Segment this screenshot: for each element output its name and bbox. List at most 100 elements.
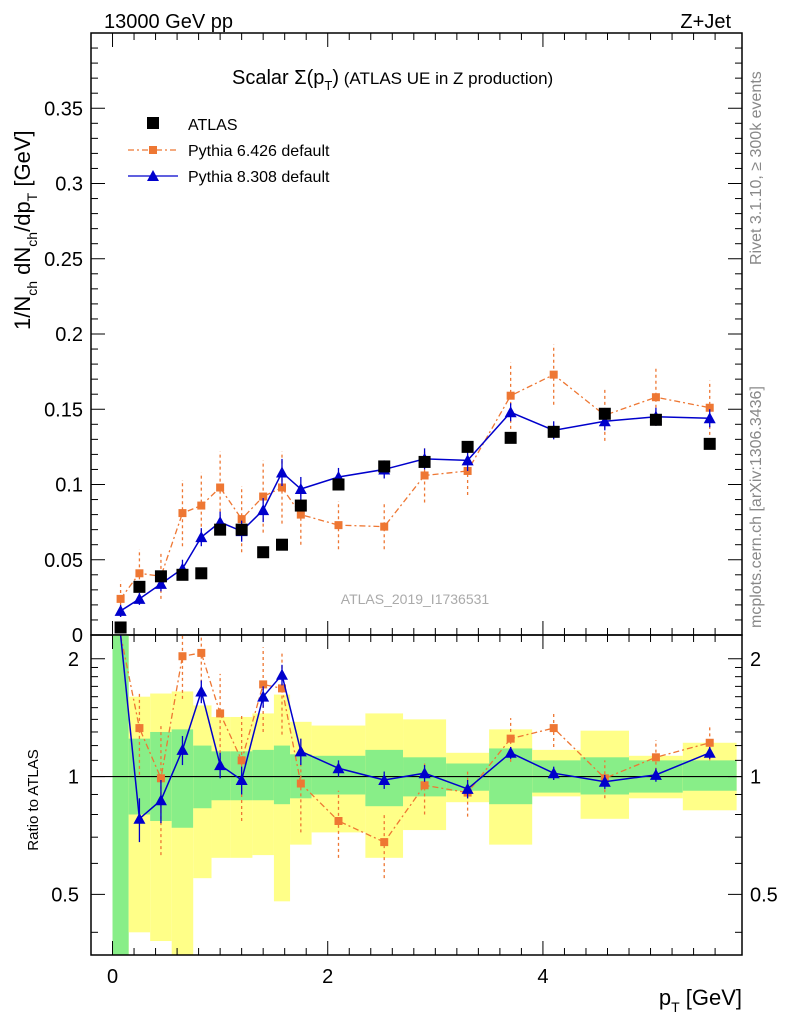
main-line-py8 [120,411,710,612]
ratio-point-py8 [257,690,270,702]
ratio-point-py8 [378,773,391,785]
ratio-band-inner [112,635,129,955]
ratio-ytick-label: 2 [68,649,79,671]
main-point-atlas [294,499,307,512]
main-ylabel: 1/Nch dNch/dpT [GeV] [10,130,40,330]
ratio-xtick-label: 4 [537,966,548,988]
ratio-band-inner [252,749,274,801]
ratio-ylabel: Ratio to ATLAS [25,749,42,850]
main-point-py8 [294,483,307,495]
main-point-atlas [378,460,391,473]
main-point-py6 [506,391,515,400]
main-point-atlas [703,437,716,450]
main-ytick-label: 0.15 [44,399,83,421]
ratio-xtick-label: 0 [107,966,118,988]
ratio-point-py8 [332,762,345,774]
ratio-point-py6 [705,738,714,747]
main-point-py6 [420,471,429,480]
main-point-py6 [549,370,558,379]
main-point-py6 [705,403,714,412]
main-point-py6 [197,501,206,510]
main-point-py8 [114,604,127,616]
ratio-point-py8 [195,685,208,697]
main-ytick-label: 0.2 [55,324,83,346]
ratio-point-py6 [380,838,389,847]
main-point-py6 [116,594,125,603]
main-point-atlas [332,478,345,491]
ratio-point-py8 [133,812,146,824]
main-point-py8 [195,531,208,543]
main-point-atlas [547,425,560,438]
main-point-py8 [598,415,611,427]
ratio-point-py8 [649,768,662,780]
main-point-atlas [114,621,127,634]
header-process: Z+Jet [680,11,731,33]
ratio-ytick-label: 1 [68,767,79,789]
legend-atlas-marker [147,117,159,129]
x-axis-label: pT [GeV] [659,985,742,1015]
main-point-py8 [504,406,517,418]
ratio-ticks: 0.5 0.5 1 1 2 2 0 2 4 [51,635,778,988]
ratio-series [119,634,716,879]
legend-py6-label: Pythia 6.426 default [188,143,330,160]
ratio-point-py8 [504,746,517,758]
rivet-label: Rivet 3.1.10, ≥ 300k events [748,71,765,265]
ratio-point-py6 [549,724,558,733]
main-ytick-label: 0.25 [44,249,83,271]
main-ticks: 0 0.05 0.1 0.15 0.2 0.25 0.3 0.35 [44,33,742,647]
ratio-point-py8 [275,668,288,680]
main-point-py8 [461,454,474,466]
ratio-point-py6 [237,756,246,765]
main-point-py8 [257,504,270,516]
main-ytick-label: 0.1 [55,475,83,497]
main-point-atlas [133,580,146,593]
ratio-band-inner [211,751,231,801]
ratio-ytick-label: 0.5 [51,884,79,906]
main-panel: 0 0.05 0.1 0.15 0.2 0.25 0.3 0.35 Scalar Σ(pT) … [10,32,743,647]
ratio-ytick-label-right: 0.5 [750,884,778,906]
ratio-point-py6 [216,709,225,718]
ratio-point-py8 [703,746,716,758]
main-point-py6 [259,492,268,501]
ratio-ytick-label-right: 1 [750,767,761,789]
main-ytick-label: 0 [72,625,83,647]
main-point-py8 [154,577,167,589]
main-point-py6 [178,509,187,518]
ratio-point-py8 [176,743,189,755]
mcplots-label: mcplots.cern.ch [arXiv:1306.3436] [748,386,765,628]
ratio-point-py6 [420,781,429,790]
ratio-point-py8 [547,767,560,779]
main-line-py6 [120,373,710,600]
ratio-point-py8 [598,775,611,787]
main-ytick-label: 0.3 [55,174,83,196]
ratio-point-py8 [214,759,227,771]
main-point-atlas [275,538,288,551]
ratio-panel: 0.5 0.5 1 1 2 2 0 2 4 Ratio to ATLAS pT [GeV] [25,634,778,1015]
main-point-py6 [380,522,389,531]
ratio-point-py6 [156,774,165,783]
ratio-point-py6 [197,648,206,657]
main-point-atlas [257,546,270,559]
main-point-atlas [235,523,248,536]
analysis-watermark: ATLAS_2019_I1736531 [341,591,490,607]
ratio-point-py6 [178,652,187,661]
main-title: Scalar Σ(pT) (ATLAS UE in Z production) [232,67,553,93]
ratio-point-py6 [296,779,305,788]
ratio-point-py6 [277,684,286,693]
main-point-py6 [135,569,144,578]
main-point-atlas [504,431,517,444]
header-energy: 13000 GeV pp [104,11,233,33]
main-point-atlas [176,568,189,581]
ratio-band-inner [682,760,737,791]
main-point-atlas [195,567,208,580]
main-point-py8 [703,412,716,424]
ratio-ytick-label-right: 2 [750,649,761,671]
main-point-atlas [154,570,167,583]
main-point-atlas [649,413,662,426]
main-point-py6 [237,515,246,524]
ratio-point-py6 [135,724,144,733]
ratio-frame [90,634,743,956]
main-point-atlas [598,407,611,420]
main-point-atlas [461,440,474,453]
